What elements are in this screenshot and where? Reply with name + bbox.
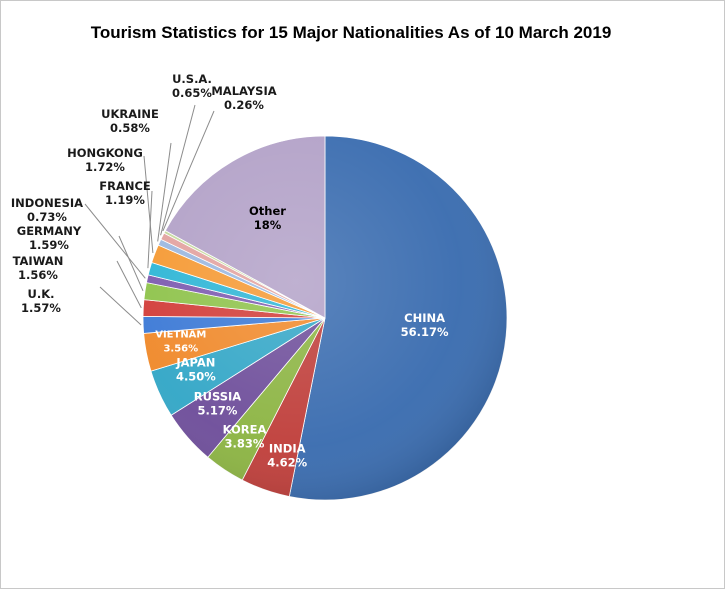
slice-name-russia: RUSSIA bbox=[194, 390, 242, 404]
slice-label-germany: GERMANY 1.59% bbox=[17, 224, 82, 252]
slice-label-u-k: U.K. 1.57% bbox=[21, 287, 61, 315]
slice-name-korea: KOREA bbox=[223, 422, 267, 436]
slice-name-germany: GERMANY bbox=[17, 224, 82, 238]
slice-name-taiwan: TAIWAN bbox=[13, 254, 64, 268]
slice-name-china: CHINA bbox=[404, 311, 445, 325]
slice-value-vietnam: 3.56% bbox=[163, 344, 198, 355]
leader-line-france bbox=[147, 190, 153, 269]
slice-label-other: Other 18% bbox=[249, 204, 286, 232]
slice-label-korea: KOREA 3.83% bbox=[223, 422, 267, 450]
slice-name-india: INDIA bbox=[269, 442, 306, 456]
slice-label-vietnam: VIETNAM 3.56% bbox=[155, 330, 206, 355]
slice-labels: CHINA 56.17%INDIA 4.62%KOREA 3.83%RUSSIA 5.1… bbox=[11, 72, 449, 470]
slice-value-other: 18% bbox=[254, 218, 282, 232]
slice-name-u-k: U.K. bbox=[28, 287, 55, 301]
leader-line-ukraine bbox=[157, 142, 172, 242]
slice-label-russia: RUSSIA 5.17% bbox=[194, 390, 242, 418]
slice-value-france: 1.19% bbox=[105, 193, 145, 207]
chart-title: Tourism Statistics for 15 Major National… bbox=[91, 23, 612, 42]
slice-label-india: INDIA 4.62% bbox=[267, 442, 307, 470]
slice-value-china: 56.17% bbox=[401, 325, 449, 339]
slice-value-ukraine: 0.58% bbox=[110, 121, 150, 135]
slice-value-hongkong: 1.72% bbox=[85, 160, 125, 174]
slice-value-u-k: 1.57% bbox=[21, 301, 61, 315]
slice-value-japan: 4.50% bbox=[176, 370, 216, 384]
slice-value-india: 4.62% bbox=[267, 456, 307, 470]
leader-line-taiwan bbox=[116, 260, 142, 309]
leader-line-malaysia bbox=[162, 110, 215, 232]
slice-label-ukraine: UKRAINE 0.58% bbox=[101, 107, 159, 135]
slice-name-other: Other bbox=[249, 204, 286, 218]
slice-value-taiwan: 1.56% bbox=[18, 268, 58, 282]
leader-lines bbox=[84, 104, 215, 326]
slice-label-france: FRANCE 1.19% bbox=[99, 179, 151, 207]
slice-label-u-s-a: U.S.A. 0.65% bbox=[172, 72, 212, 100]
slice-label-japan: JAPAN 4.50% bbox=[175, 356, 216, 384]
leader-line-u-s-a bbox=[160, 104, 196, 236]
leader-line-indonesia bbox=[84, 203, 146, 279]
slice-name-hongkong: HONGKONG bbox=[67, 146, 143, 160]
slice-label-china: CHINA 56.17% bbox=[401, 311, 449, 339]
slice-value-u-s-a: 0.65% bbox=[172, 86, 212, 100]
slice-name-u-s-a: U.S.A. bbox=[172, 72, 212, 86]
slice-name-indonesia: INDONESIA bbox=[11, 196, 83, 210]
slice-name-malaysia: MALAYSIA bbox=[211, 84, 276, 98]
leader-line-hongkong bbox=[143, 155, 154, 254]
leader-line-u-k bbox=[99, 286, 142, 326]
leader-line-germany bbox=[118, 235, 144, 292]
slice-name-vietnam: VIETNAM bbox=[155, 330, 206, 341]
slice-value-malaysia: 0.26% bbox=[224, 98, 264, 112]
slice-name-japan: JAPAN bbox=[175, 356, 215, 370]
slice-label-taiwan: TAIWAN 1.56% bbox=[13, 254, 64, 282]
slice-name-ukraine: UKRAINE bbox=[101, 107, 159, 121]
slice-label-indonesia: INDONESIA 0.73% bbox=[11, 196, 83, 224]
slice-value-russia: 5.17% bbox=[198, 404, 238, 418]
slice-name-france: FRANCE bbox=[99, 179, 151, 193]
slice-label-hongkong: HONGKONG 1.72% bbox=[67, 146, 143, 174]
slice-value-germany: 1.59% bbox=[29, 238, 69, 252]
slice-value-indonesia: 0.73% bbox=[27, 210, 67, 224]
slice-value-korea: 3.83% bbox=[225, 436, 265, 450]
pie-slices bbox=[142, 135, 508, 501]
slice-label-malaysia: MALAYSIA 0.26% bbox=[211, 84, 276, 112]
